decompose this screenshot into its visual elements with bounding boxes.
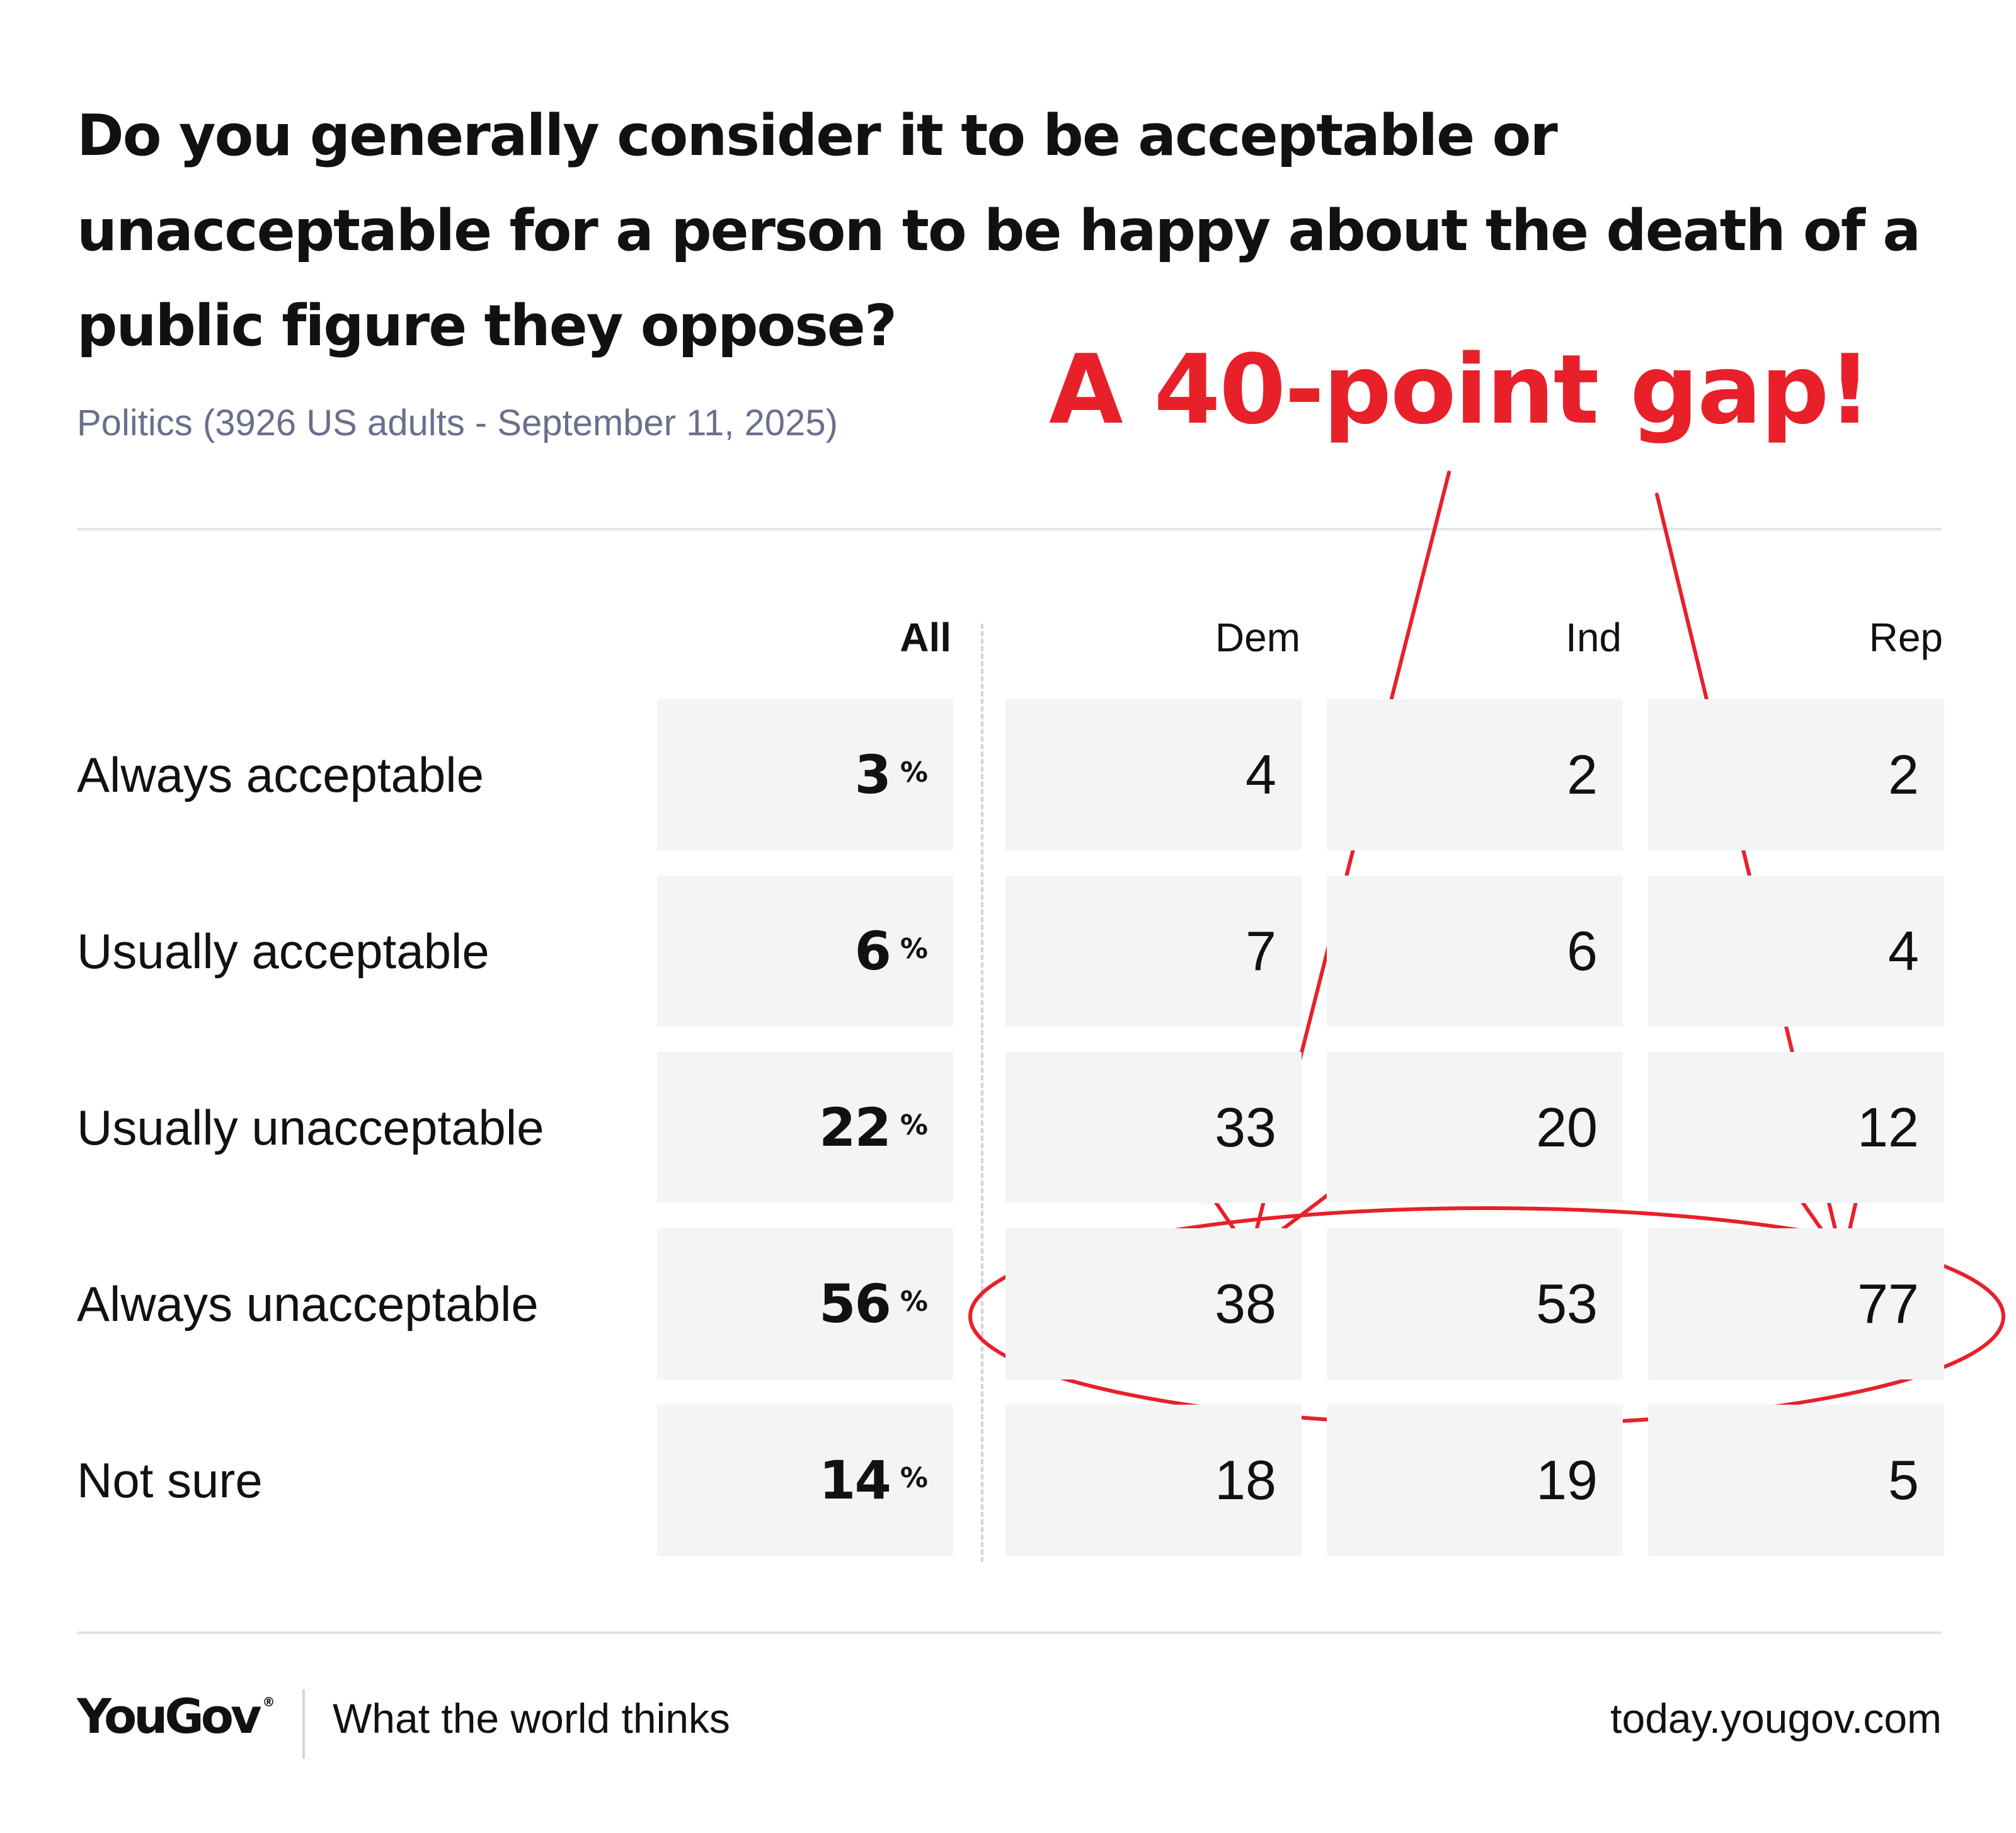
table-cell-all: 14% — [657, 1405, 953, 1556]
cell-value: 33 — [1215, 1096, 1276, 1158]
table-cell-rep: 12 — [1648, 1052, 1944, 1203]
percent-sign: % — [900, 1109, 928, 1141]
cell-value: 4 — [1246, 743, 1276, 806]
cell-value: 5 — [1888, 1449, 1919, 1511]
column-header-all: All — [900, 615, 951, 660]
cell-value: 18 — [1215, 1449, 1276, 1511]
cell-value: 6 — [1567, 920, 1598, 982]
percent-sign: % — [900, 756, 928, 789]
row-label: Usually unacceptable — [77, 1100, 544, 1155]
percent-sign: % — [900, 932, 928, 965]
table-cell-ind: 2 — [1327, 699, 1623, 850]
table-cell-all: 22% — [657, 1052, 953, 1203]
logo-text: YouGov — [77, 1688, 262, 1744]
row-label: Usually acceptable — [77, 923, 490, 979]
cell-value: 3 — [854, 744, 891, 806]
column-header-rep: Rep — [1869, 615, 1943, 660]
table-cell-ind: 20 — [1327, 1052, 1623, 1203]
top-divider — [77, 528, 1942, 530]
tagline: What the world thinks — [333, 1695, 730, 1742]
row-label: Always acceptable — [77, 747, 484, 802]
cell-value: 4 — [1888, 920, 1919, 982]
percent-sign: % — [900, 1461, 928, 1494]
cell-value: 2 — [1888, 743, 1919, 806]
table-cell-rep: 2 — [1648, 699, 1944, 850]
yougov-logo[interactable]: YouGov ® — [77, 1688, 275, 1744]
annotation-callout: A 40-point gap! — [1049, 334, 1872, 445]
table-cell-rep: 5 — [1648, 1405, 1944, 1556]
cell-value: 22 — [819, 1097, 891, 1158]
table-cell-dem: 38 — [1005, 1228, 1302, 1379]
column-header-dem: Dem — [1215, 615, 1300, 660]
cell-value: 38 — [1215, 1272, 1276, 1335]
cell-value: 12 — [1857, 1096, 1919, 1158]
bottom-divider — [77, 1631, 1942, 1634]
table-cell-dem: 7 — [1005, 876, 1302, 1027]
cell-value: 7 — [1246, 920, 1276, 982]
table-cell-all: 3% — [657, 699, 953, 850]
cell-value: 56 — [819, 1273, 891, 1335]
site-link[interactable]: today.yougov.com — [1610, 1695, 1942, 1742]
chart-title: Do you generally consider it to be accep… — [77, 103, 1921, 359]
column-separator — [981, 624, 983, 1562]
chart-subtitle: Politics (3926 US adults - September 11,… — [77, 403, 838, 443]
cell-value: 19 — [1536, 1449, 1598, 1511]
cell-value: 2 — [1567, 743, 1598, 806]
percent-sign: % — [900, 1285, 928, 1318]
cell-value: 53 — [1536, 1272, 1598, 1335]
table-cell-ind: 53 — [1327, 1228, 1623, 1379]
cell-value: 20 — [1536, 1096, 1598, 1158]
table-cell-all: 6% — [657, 876, 953, 1027]
footer-separator — [302, 1689, 305, 1759]
table-cell-dem: 18 — [1005, 1405, 1302, 1556]
row-label: Not sure — [77, 1453, 263, 1508]
cell-value: 77 — [1857, 1272, 1919, 1335]
table-cell-ind: 19 — [1327, 1405, 1623, 1556]
table-cell-all: 56% — [657, 1228, 953, 1379]
table-cell-dem: 33 — [1005, 1052, 1302, 1203]
row-label: Always unacceptable — [77, 1276, 539, 1332]
table-cell-ind: 6 — [1327, 876, 1623, 1027]
cell-value: 6 — [854, 920, 891, 982]
table-cell-rep: 77 — [1648, 1228, 1944, 1379]
registered-mark-icon: ® — [262, 1694, 275, 1710]
table-cell-rep: 4 — [1648, 876, 1944, 1027]
cell-value: 14 — [819, 1449, 891, 1511]
table-cell-dem: 4 — [1005, 699, 1302, 850]
column-header-ind: Ind — [1566, 615, 1622, 660]
